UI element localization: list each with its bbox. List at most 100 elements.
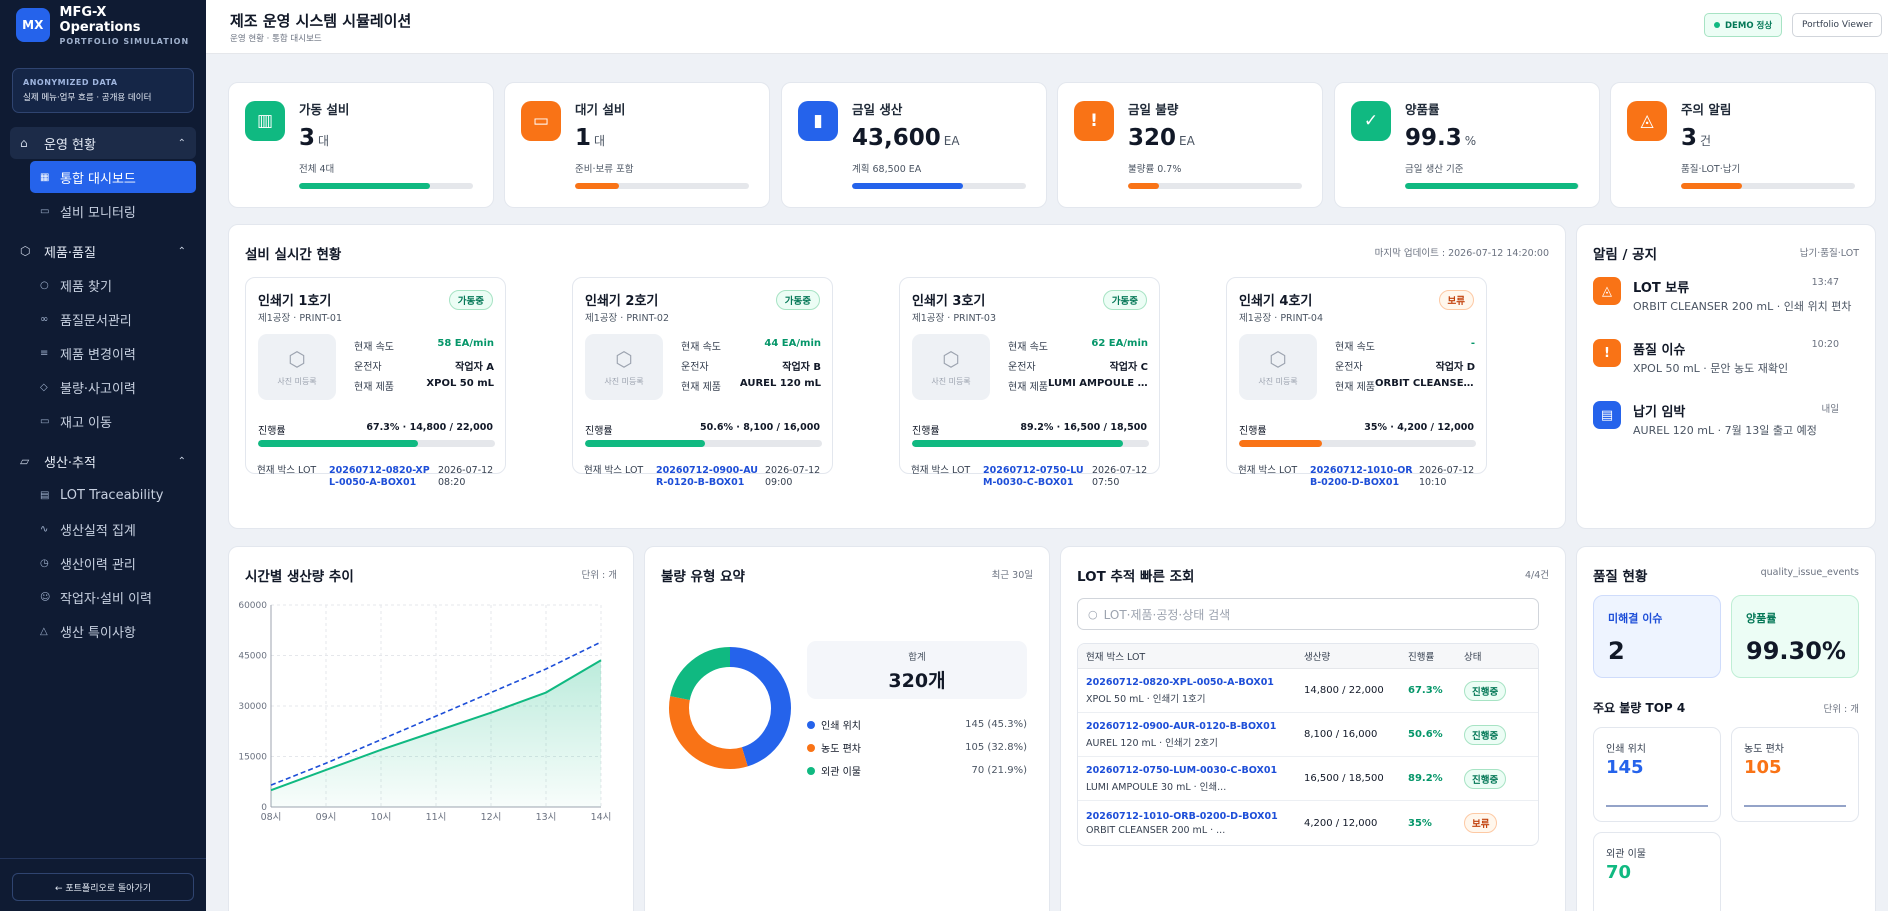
equipment-progress-bar bbox=[258, 440, 495, 447]
box-lot-link[interactable]: 20260712-0900-AUR-0120-B-BOX01 bbox=[656, 465, 758, 489]
sidebar-item-equipment-monitoring[interactable]: ▭ 설비 모니터링 bbox=[30, 195, 196, 227]
kpi-subtext: 품질·LOT·납기 bbox=[1681, 164, 1741, 175]
progress-value: 35% · 4,200 / 12,000 bbox=[1364, 422, 1474, 433]
nav-group-product-quality-header[interactable]: ⬡ 제품·품질 ⌃ bbox=[10, 235, 196, 267]
kpi-unit: 건 bbox=[1700, 134, 1712, 148]
info-value: 62 EA/min bbox=[1091, 338, 1148, 349]
info-key: 현재 제품 bbox=[681, 382, 721, 393]
sidebar-item-defect-history[interactable]: ◇ 불량·사고이력 bbox=[30, 371, 196, 403]
equipment-card[interactable]: 인쇄기 4호기 제1공장 · PRINT-04 보류 ⬡ 사진 미등록 현재 속도 - 운전자… bbox=[1226, 277, 1487, 474]
sidebar-item-worker-equipment-history[interactable]: ☺ 작업자·설비 이력 bbox=[30, 581, 196, 613]
equipment-lot-footer: 현재 박스 LOT 20260712-0900-AUR-0120-B-BOX01 2… bbox=[584, 465, 821, 490]
sidebar-item-lot-traceability[interactable]: ▤ LOT Traceability bbox=[30, 479, 196, 511]
status-cell: 진행중 bbox=[1458, 724, 1538, 745]
lot-cell: 20260712-0820-XPL-0050-A-BOX01 XPOL 50 mL… bbox=[1078, 677, 1296, 705]
back-to-portfolio-button[interactable]: ← 포트폴리오로 돌아가기 bbox=[12, 873, 194, 901]
equipment-card[interactable]: 인쇄기 3호기 제1공장 · PRINT-03 가동중 ⬡ 사진 미등록 현재 속도 62 … bbox=[899, 277, 1160, 474]
sidebar-item-dashboard[interactable]: ▦ 통합 대시보드 bbox=[30, 161, 196, 193]
status-badge: 진행중 bbox=[1464, 724, 1507, 745]
yield-value: 99.30% bbox=[1746, 637, 1846, 665]
x-tick-label: 09시 bbox=[316, 812, 337, 823]
alert-item[interactable]: ▤ 납기 임박 AUREL 120 mL · 7월 13일 출고 예정 내일 bbox=[1593, 401, 1839, 453]
kpi-progress-bar bbox=[1681, 183, 1855, 189]
cube-icon: ⬡ bbox=[942, 347, 960, 371]
sidebar-item-production-summary[interactable]: ∿ 생산실적 집계 bbox=[30, 513, 196, 545]
legend-value: 70 (21.9%) bbox=[971, 765, 1027, 776]
kpi-card: ◬ 주의 알림 3 건 품질·LOT·납기 bbox=[1610, 82, 1876, 208]
sidebar-item-inventory-move[interactable]: ▭ 재고 이동 bbox=[30, 405, 196, 437]
equipment-info-row: 현재 제품 XPOL 50 mL bbox=[354, 378, 494, 393]
equipment-progress-fill bbox=[1239, 440, 1322, 447]
equipment-card[interactable]: 인쇄기 2호기 제1공장 · PRINT-02 가동중 ⬡ 사진 미등록 현재 속도 44 … bbox=[572, 277, 833, 474]
cube-icon: ⬡ bbox=[615, 347, 633, 371]
lot-link[interactable]: 20260712-0750-LUM-0030-C-BOX01 bbox=[1086, 764, 1278, 776]
clipboard-icon: ▤ bbox=[1593, 401, 1621, 429]
legend-value: 105 (32.8%) bbox=[965, 742, 1027, 753]
qty-cell: 8,100 / 16,000 bbox=[1304, 729, 1378, 740]
lot-table: 현재 박스 LOT 생산량 진행률 상태 20260712-0820-XPL-0… bbox=[1077, 643, 1539, 846]
sidebar-item-label: 제품 변경이력 bbox=[60, 347, 136, 363]
info-value: LUMI AMPOULE 3... bbox=[1048, 378, 1148, 389]
sidebar-item-product-search[interactable]: ○ 제품 찾기 bbox=[30, 269, 196, 301]
progress-label: 진행률 bbox=[585, 426, 613, 437]
info-key: 현재 제품 bbox=[1008, 382, 1048, 393]
info-key: 현재 제품 bbox=[1335, 382, 1375, 393]
brand[interactable]: MX MFG-X Operations PORTFOLIO SIMULATION bbox=[0, 0, 206, 50]
kpi-number: 3 bbox=[1681, 125, 1698, 151]
hourly-unit: 단위 : 개 bbox=[581, 570, 617, 581]
defect-tile-sparkline bbox=[1744, 805, 1846, 807]
defect-tile-sparkline bbox=[1606, 805, 1708, 807]
kpi-label: 가동 설비 bbox=[299, 102, 350, 117]
box-lot-link[interactable]: 20260712-0820-XPL-0050-A-BOX01 bbox=[329, 465, 430, 489]
sidebar-item-production-history[interactable]: ◷ 생산이력 관리 bbox=[30, 547, 196, 579]
lot-search-input[interactable]: ○ LOT·제품·공정·상태 검색 bbox=[1077, 598, 1539, 630]
kpi-subtext: 준비·보류 포함 bbox=[575, 164, 634, 175]
kpi-number: 99.3 bbox=[1405, 125, 1462, 151]
nav-group-label: 운영 현황 bbox=[44, 137, 96, 153]
warning-icon: ! bbox=[1593, 339, 1621, 367]
x-tick-label: 10시 bbox=[371, 812, 392, 823]
status-badge: 진행중 bbox=[1464, 680, 1507, 701]
col-status: 상태 bbox=[1464, 652, 1482, 663]
lot-link[interactable]: 20260712-0900-AUR-0120-B-BOX01 bbox=[1086, 720, 1277, 732]
box-lot-link[interactable]: 20260712-0750-LUM-0030-C-BOX01 bbox=[983, 465, 1084, 489]
nav-group-operations-header[interactable]: ⌂ 운영 현황 ⌃ bbox=[10, 127, 196, 159]
sidebar-item-quality-docs[interactable]: ∞ 품질문서관리 bbox=[30, 303, 196, 335]
chevron-up-icon: ⌃ bbox=[177, 245, 186, 257]
chevron-up-icon: ⌃ bbox=[177, 455, 186, 467]
table-row[interactable]: 20260712-0750-LUM-0030-C-BOX01 LUMI AMPOU… bbox=[1078, 757, 1538, 801]
alert-item[interactable]: ! 품질 이슈 XPOL 50 mL · 문안 농도 재확인 10:20 bbox=[1593, 339, 1839, 391]
sidebar-footer: ← 포트폴리오로 돌아가기 bbox=[0, 858, 206, 911]
alert-item[interactable]: ◬ LOT 보류 ORBIT CLEANSER 200 mL · 인쇄 위치 편차 1… bbox=[1593, 277, 1851, 329]
equipment-info-row: 현재 속도 44 EA/min bbox=[681, 338, 821, 353]
sidebar-item-production-notes[interactable]: △ 생산 특이사항 bbox=[30, 615, 196, 647]
equipment-card[interactable]: 인쇄기 1호기 제1공장 · PRINT-01 가동중 ⬡ 사진 미등록 현재 속도 58 … bbox=[245, 277, 506, 474]
top-defects-unit: 단위 : 개 bbox=[1823, 704, 1859, 715]
kpi-label: 대기 설비 bbox=[575, 102, 626, 117]
info-key: 운전자 bbox=[681, 362, 709, 373]
status-dot-icon bbox=[1714, 22, 1720, 28]
qty-cell: 4,200 / 12,000 bbox=[1304, 817, 1378, 829]
table-row[interactable]: 20260712-0900-AUR-0120-B-BOX01 AUREL 120 … bbox=[1078, 713, 1538, 757]
lot-link[interactable]: 20260712-1010-ORB-0200-D-BOX01 bbox=[1086, 810, 1278, 822]
equipment-status-panel: 설비 실시간 현황 마지막 업데이트 : 2026-07-12 14:20:00… bbox=[228, 224, 1566, 529]
equipment-info-row: 운전자 작업자 A bbox=[354, 358, 494, 373]
info-key: 현재 속도 bbox=[1335, 342, 1375, 353]
sidebar-item-product-changes[interactable]: ≡ 제품 변경이력 bbox=[30, 337, 196, 369]
lot-link[interactable]: 20260712-0820-XPL-0050-A-BOX01 bbox=[1086, 676, 1274, 688]
quality-meta: quality_issue_events bbox=[1760, 567, 1859, 578]
sidebar-item-label: 생산 특이사항 bbox=[60, 625, 136, 641]
table-row[interactable]: 20260712-0820-XPL-0050-A-BOX01 XPOL 50 mL… bbox=[1078, 669, 1538, 713]
box-lot-link[interactable]: 20260712-1010-ORB-0200-D-BOX01 bbox=[1310, 465, 1413, 489]
table-row[interactable]: 20260712-1010-ORB-0200-D-BOX01 ORBIT CLEA… bbox=[1078, 801, 1538, 845]
kpi-unit: 대 bbox=[318, 134, 330, 148]
portfolio-viewer-button[interactable]: Portfolio Viewer bbox=[1792, 13, 1883, 37]
chevron-up-icon: ⌃ bbox=[177, 137, 186, 149]
bar-chart-icon: ▮ bbox=[798, 101, 838, 141]
alert-desc: XPOL 50 mL · 문안 농도 재확인 bbox=[1633, 362, 1789, 375]
nav-group-production-trace-header[interactable]: ▱ 생산·추적 ⌃ bbox=[10, 445, 196, 477]
box-lot-datetime: 2026-07-12 08:20 bbox=[438, 465, 494, 490]
progress-label: 진행률 bbox=[912, 426, 940, 437]
